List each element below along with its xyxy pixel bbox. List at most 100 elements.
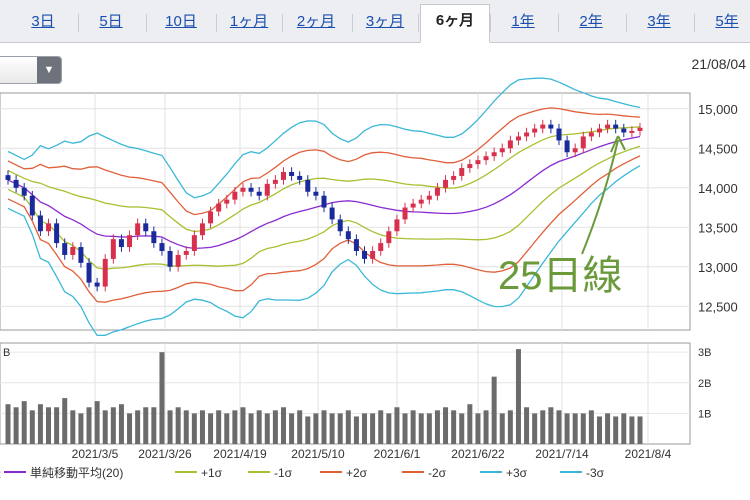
candle-body [532,128,538,133]
tab-period-4[interactable]: 2ヶ月 [296,13,336,30]
volume-bar [483,410,489,444]
candle-body [224,199,230,204]
candle-body [289,172,295,176]
volume-bar [256,410,262,444]
legend-prefix: : [0,467,1,481]
candle-body [572,148,578,153]
tab-separator [146,14,147,32]
y-tick-label: 15,000 [698,102,738,117]
candle-body [191,235,197,251]
tab-separator [216,14,217,32]
candle-body [337,219,343,232]
candle-body [499,148,505,153]
volume-bar [248,413,254,444]
band-minus-2-sigma [7,155,641,303]
volume-bar [475,413,481,444]
volume-bar [224,413,230,444]
legend-label: -2σ [428,466,447,480]
candle-body [605,124,611,129]
tab-period-0[interactable]: 3日 [31,13,55,30]
candle-body [507,140,513,149]
candle-body [297,175,303,180]
x-tick-label: 2021/5/10 [291,447,345,461]
candle-body [167,251,173,267]
candle-body [637,127,643,131]
band-minus-3-sigma [7,165,641,337]
tab-period-5[interactable]: 3ヶ月 [365,13,405,30]
tab-separator [490,14,491,32]
tab-separator [282,14,283,32]
volume-bar [588,410,594,444]
candle-body [386,231,392,244]
y-tick-label: 12,500 [698,299,738,314]
volume-bar [175,407,181,444]
tab-period-3[interactable]: 1ヶ月 [229,13,269,30]
volume-bar [29,410,35,444]
volume-unit-label: B [3,347,10,359]
candle-body [329,207,335,220]
candle-body [548,124,554,129]
volume-bar [596,416,602,444]
volume-bar [459,413,465,444]
candle-body [78,247,84,263]
volume-bar [272,410,278,444]
tab-period-1[interactable]: 5日 [99,13,123,30]
volume-bar [5,404,11,444]
legend-label: +2σ [346,466,368,480]
volume-bar [345,410,351,444]
candle-body [13,179,19,188]
volume-bar [386,413,392,444]
volume-tick-label: 1B [698,408,711,420]
tab-period-7[interactable]: 1年 [511,13,535,30]
volume-bar [410,410,416,444]
volume-bar [264,413,270,444]
volume-bar [127,413,133,444]
candle-body [199,223,205,236]
candle-body [596,128,602,133]
candle-body [629,130,635,133]
volume-bar [37,404,43,444]
y-tick-label: 13,500 [698,220,738,235]
x-tick-label: 2021/8/4 [625,447,672,461]
volume-bar [629,416,635,444]
tab-separator [694,14,695,32]
volume-bar [313,413,319,444]
candle-body [434,187,440,196]
volume-bar [62,398,68,444]
band-plus-1-sigma [7,126,641,233]
chart-date: 21/08/04 [691,56,747,72]
candle-body [216,203,222,212]
volume-bar [151,407,157,444]
tab-period-9[interactable]: 3年 [647,13,671,30]
candle-body [418,199,424,204]
legend-label: +1σ [201,466,223,480]
volume-bar [46,407,52,444]
volume-bar [434,410,440,444]
y-tick-label: 14,500 [698,141,738,156]
tab-period-10[interactable]: 5年 [715,13,739,30]
candle-body [353,239,359,251]
tab-period-6[interactable]: 6ヶ月 [420,4,490,43]
candle-body [305,179,311,192]
indicator-select[interactable]: ▼ [0,56,62,84]
volume-bar [208,413,214,444]
candle-body [46,223,52,232]
candle-body [515,136,521,141]
tab-separator [418,14,419,32]
tab-period-2[interactable]: 10日 [165,13,197,30]
candle-body [208,211,214,224]
chevron-down-icon[interactable]: ▼ [37,57,61,83]
volume-bar [394,407,400,444]
volume-bar [337,413,343,444]
candle-body [240,187,246,192]
volume-bar [605,413,611,444]
candle-body [118,239,124,248]
candle-body [54,223,60,244]
candle-body [175,254,181,267]
tab-period-8[interactable]: 2年 [579,13,603,30]
candle-body [135,223,141,236]
volume-bar [289,413,295,444]
volume-bar [216,410,222,444]
candle-body [524,132,530,137]
